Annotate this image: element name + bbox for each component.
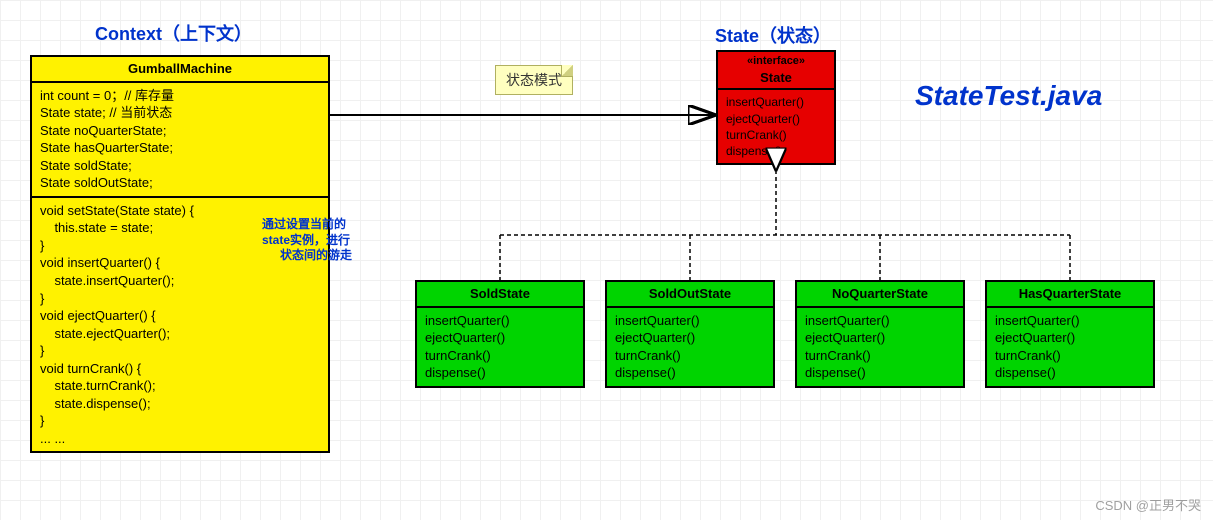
impl-box-noquarterstate: NoQuarterState insertQuarter() ejectQuar… xyxy=(795,280,965,388)
impl-box-soldstate: SoldState insertQuarter() ejectQuarter()… xyxy=(415,280,585,388)
annot-line3: 状态间的游走 xyxy=(262,248,382,264)
interface-methods: insertQuarter() ejectQuarter() turnCrank… xyxy=(718,90,834,163)
watermark: CSDN @正男不哭 xyxy=(1095,495,1201,514)
impl-title: SoldState xyxy=(417,282,583,308)
impl-methods: insertQuarter() ejectQuarter() turnCrank… xyxy=(417,308,583,386)
pattern-note: 状态模式 xyxy=(495,65,573,95)
state-interface-box: «interface» State insertQuarter() ejectQ… xyxy=(716,50,836,165)
impl-methods: insertQuarter() ejectQuarter() turnCrank… xyxy=(797,308,963,386)
impl-box-hasquarterstate: HasQuarterState insertQuarter() ejectQua… xyxy=(985,280,1155,388)
impl-title: SoldOutState xyxy=(607,282,773,308)
note-text: 状态模式 xyxy=(506,72,562,88)
setstate-annotation: 通过设置当前的 state实例，进行 状态间的游走 xyxy=(262,217,382,264)
context-class-title: GumballMachine xyxy=(32,57,328,83)
note-fold-icon xyxy=(561,65,573,77)
impl-box-soldoutstate: SoldOutState insertQuarter() ejectQuarte… xyxy=(605,280,775,388)
impl-methods: insertQuarter() ejectQuarter() turnCrank… xyxy=(987,308,1153,386)
state-interface-header: «interface» State xyxy=(718,52,834,90)
annot-line1: 通过设置当前的 xyxy=(262,217,382,233)
file-label: StateTest.java xyxy=(915,80,1102,112)
interface-stereotype: «interface» xyxy=(722,54,830,69)
impl-title: HasQuarterState xyxy=(987,282,1153,308)
impl-title: NoQuarterState xyxy=(797,282,963,308)
state-heading: State（状态） xyxy=(715,22,831,48)
context-class-fields: int count = 0；// 库存量 State state; // 当前状… xyxy=(32,83,328,198)
interface-name: State xyxy=(722,69,830,87)
impl-methods: insertQuarter() ejectQuarter() turnCrank… xyxy=(607,308,773,386)
annot-line2: state实例，进行 xyxy=(262,233,382,249)
context-heading: Context（上下文） xyxy=(95,20,252,46)
